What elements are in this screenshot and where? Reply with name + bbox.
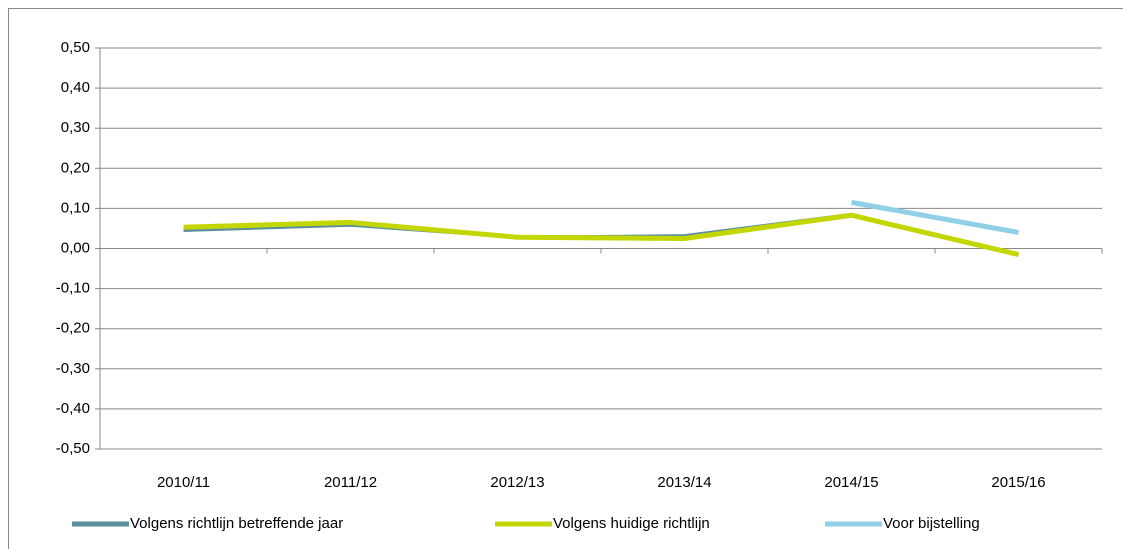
legend-label: Voor bijstelling [883,515,980,532]
series-line [183,212,1020,257]
y-tick-label: 0,50 [61,39,90,56]
y-tick-label: -0,10 [56,280,90,297]
series-line [851,199,1019,235]
legend-label: Volgens huidige richtlijn [553,515,710,532]
y-tick-label: -0,50 [56,440,90,457]
y-tick-label: -0,30 [56,360,90,377]
chart-border [8,8,1123,549]
x-tick-label: 2010/11 [157,474,210,491]
y-tick-label: 0,30 [61,119,90,136]
legend-label: Volgens richtlijn betreffende jaar [130,515,343,532]
y-tick-label: -0,40 [56,400,90,417]
y-tick-label: 0,10 [61,199,90,216]
x-tick-label: 2014/15 [824,474,878,491]
x-tick-label: 2015/16 [991,474,1045,491]
y-tick-label: 0,40 [61,79,90,96]
x-tick-label: 2011/12 [324,474,377,491]
y-tick-label: 0,20 [61,159,90,176]
y-tick-label: -0,20 [56,320,90,337]
x-tick-label: 2012/13 [490,474,544,491]
x-tick-label: 2013/14 [657,474,711,491]
y-tick-label: 0,00 [61,239,90,256]
